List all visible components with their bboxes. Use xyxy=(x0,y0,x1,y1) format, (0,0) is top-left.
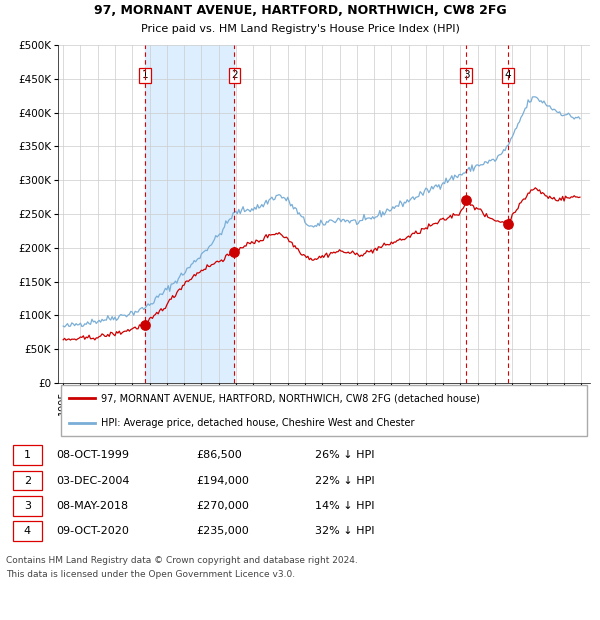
Text: 14% ↓ HPI: 14% ↓ HPI xyxy=(315,501,374,511)
Text: 03-DEC-2004: 03-DEC-2004 xyxy=(56,476,130,485)
Text: £194,000: £194,000 xyxy=(196,476,249,485)
Text: 2: 2 xyxy=(24,476,31,485)
FancyBboxPatch shape xyxy=(13,521,41,541)
Text: £270,000: £270,000 xyxy=(196,501,249,511)
Text: 08-MAY-2018: 08-MAY-2018 xyxy=(56,501,128,511)
Text: 97, MORNANT AVENUE, HARTFORD, NORTHWICH, CW8 2FG (detached house): 97, MORNANT AVENUE, HARTFORD, NORTHWICH,… xyxy=(101,394,479,404)
Text: Price paid vs. HM Land Registry's House Price Index (HPI): Price paid vs. HM Land Registry's House … xyxy=(140,25,460,35)
FancyBboxPatch shape xyxy=(13,496,41,516)
Text: 3: 3 xyxy=(463,71,470,81)
Text: 2: 2 xyxy=(231,71,238,81)
Bar xyxy=(145,45,235,383)
Text: 26% ↓ HPI: 26% ↓ HPI xyxy=(315,450,374,460)
Text: 3: 3 xyxy=(24,501,31,511)
Text: £86,500: £86,500 xyxy=(196,450,242,460)
Text: 1: 1 xyxy=(142,71,149,81)
FancyBboxPatch shape xyxy=(13,446,41,465)
Text: 32% ↓ HPI: 32% ↓ HPI xyxy=(315,526,374,536)
Text: 08-OCT-1999: 08-OCT-1999 xyxy=(56,450,130,460)
Point xyxy=(140,319,150,329)
Text: This data is licensed under the Open Government Licence v3.0.: This data is licensed under the Open Gov… xyxy=(6,570,295,578)
Text: 4: 4 xyxy=(505,71,511,81)
FancyBboxPatch shape xyxy=(61,385,587,436)
Text: 97, MORNANT AVENUE, HARTFORD, NORTHWICH, CW8 2FG: 97, MORNANT AVENUE, HARTFORD, NORTHWICH,… xyxy=(94,4,506,17)
Text: HPI: Average price, detached house, Cheshire West and Chester: HPI: Average price, detached house, Ches… xyxy=(101,418,414,428)
Point xyxy=(461,195,471,205)
Text: 22% ↓ HPI: 22% ↓ HPI xyxy=(315,476,374,485)
Point xyxy=(503,219,513,229)
Text: 09-OCT-2020: 09-OCT-2020 xyxy=(56,526,130,536)
Text: 4: 4 xyxy=(24,526,31,536)
Point xyxy=(230,247,239,257)
Text: Contains HM Land Registry data © Crown copyright and database right 2024.: Contains HM Land Registry data © Crown c… xyxy=(6,556,358,565)
Text: £235,000: £235,000 xyxy=(196,526,249,536)
Text: 1: 1 xyxy=(24,450,31,460)
FancyBboxPatch shape xyxy=(13,471,41,490)
